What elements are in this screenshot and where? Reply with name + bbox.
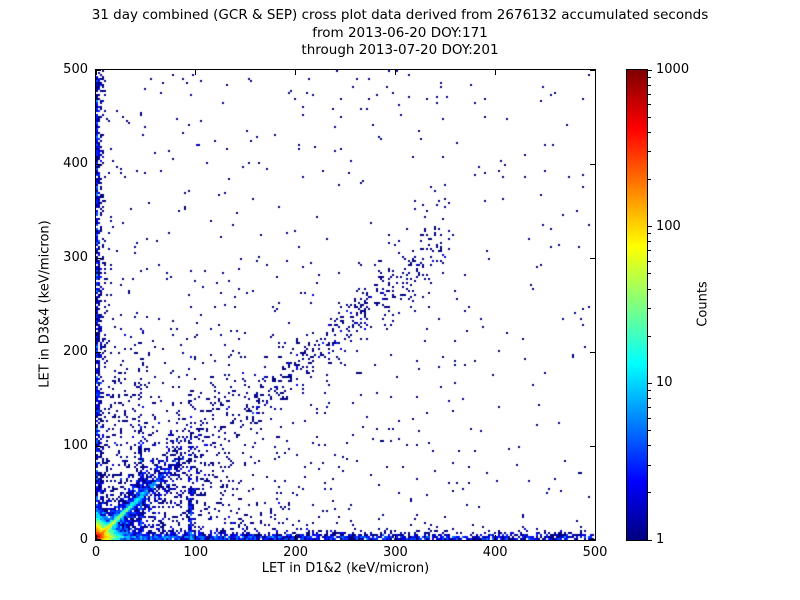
y-tick-mark-right	[590, 69, 595, 71]
colorbar-minor-tick-mark	[648, 233, 651, 235]
colorbar-gradient	[626, 69, 648, 541]
colorbar-minor-tick-mark	[648, 492, 651, 494]
colorbar-minor-tick-mark	[648, 398, 651, 400]
x-tick-mark-top	[594, 70, 596, 75]
y-tick-mark-right	[590, 163, 595, 165]
x-tick-mark	[394, 535, 396, 540]
chart-title-line-2: from 2013-06-20 DOY:171	[312, 24, 488, 41]
colorbar-minor-tick-mark	[648, 407, 651, 409]
x-tick-label: 100	[183, 545, 209, 560]
colorbar-minor-tick-mark	[648, 84, 651, 86]
scatter-canvas	[96, 70, 595, 540]
colorbar-minor-tick-mark	[648, 335, 651, 337]
colorbar-tick-mark	[648, 539, 652, 541]
colorbar-minor-tick-mark	[648, 273, 651, 275]
colorbar-minor-tick-mark	[648, 250, 651, 252]
colorbar-minor-tick-mark	[648, 260, 651, 262]
x-tick-mark	[594, 535, 596, 540]
colorbar-minor-tick-mark	[648, 390, 651, 391]
colorbar-minor-tick-mark	[648, 464, 651, 466]
y-tick-mark	[96, 445, 101, 447]
y-tick-mark	[96, 538, 101, 540]
colorbar-tick-label: 100	[656, 218, 681, 234]
y-tick-mark-right	[590, 257, 595, 259]
y-tick-label: 500	[63, 62, 88, 77]
colorbar-tick-label: 1000	[656, 62, 690, 77]
x-tick-label: 0	[91, 545, 101, 560]
colorbar-minor-tick-mark	[648, 116, 651, 118]
colorbar-minor-tick-mark	[648, 417, 651, 419]
x-tick-label: 200	[283, 545, 308, 560]
y-tick-label: 400	[63, 156, 88, 171]
y-tick-mark	[96, 163, 101, 165]
y-tick-mark	[96, 351, 101, 353]
colorbar-tick-mark	[648, 69, 652, 71]
x-tick-mark	[494, 535, 496, 540]
y-tick-mark-right	[590, 445, 595, 447]
colorbar-minor-tick-mark	[648, 429, 651, 431]
y-axis-label: LET in D3&4 (keV/micron)	[37, 220, 53, 388]
colorbar-minor-tick-mark	[648, 93, 651, 95]
colorbar-label: Counts	[695, 281, 711, 327]
colorbar-minor-tick-mark	[648, 76, 651, 78]
chart-title: 31 day combined (GCR & SEP) cross plot d…	[0, 7, 800, 60]
x-tick-label: 400	[482, 545, 508, 560]
x-tick-mark	[295, 535, 297, 540]
colorbar-tick-mark	[648, 382, 652, 384]
colorbar-minor-tick-mark	[648, 288, 651, 290]
colorbar-minor-tick-mark	[648, 151, 651, 153]
colorbar-tick-mark	[648, 226, 652, 228]
y-tick-mark-right	[590, 351, 595, 353]
chart-title-line-1: 31 day combined (GCR & SEP) cross plot d…	[91, 7, 709, 23]
x-tick-mark	[195, 535, 197, 540]
y-tick-mark	[96, 69, 101, 71]
y-tick-label: 0	[79, 532, 88, 547]
x-tick-mark-top	[295, 70, 297, 75]
x-tick-mark-top	[494, 70, 496, 75]
y-tick-mark-right	[590, 538, 595, 540]
colorbar-minor-tick-mark	[648, 445, 651, 447]
colorbar-minor-tick-mark	[648, 131, 651, 133]
y-tick-mark	[96, 257, 101, 259]
chart-title-line-3: through 2013-07-20 DOY:201	[301, 42, 499, 58]
x-tick-label: 300	[382, 545, 408, 560]
colorbar-minor-tick-mark	[648, 241, 651, 243]
y-tick-label: 200	[63, 344, 88, 359]
colorbar-tick-label: 1	[656, 532, 665, 547]
colorbar-minor-tick-mark	[648, 179, 651, 180]
x-tick-mark-top	[95, 70, 97, 75]
colorbar-minor-tick-mark	[648, 308, 651, 310]
x-tick-mark	[95, 535, 97, 540]
colorbar-tick-label: 10	[656, 375, 673, 391]
x-tick-label: 500	[582, 545, 608, 560]
y-tick-label: 100	[63, 438, 88, 453]
x-axis-label: LET in D1&2 (keV/micron)	[261, 561, 430, 576]
x-tick-mark-top	[195, 70, 197, 75]
y-tick-label: 300	[63, 250, 88, 265]
colorbar-minor-tick-mark	[648, 104, 651, 106]
x-tick-mark-top	[394, 70, 396, 75]
